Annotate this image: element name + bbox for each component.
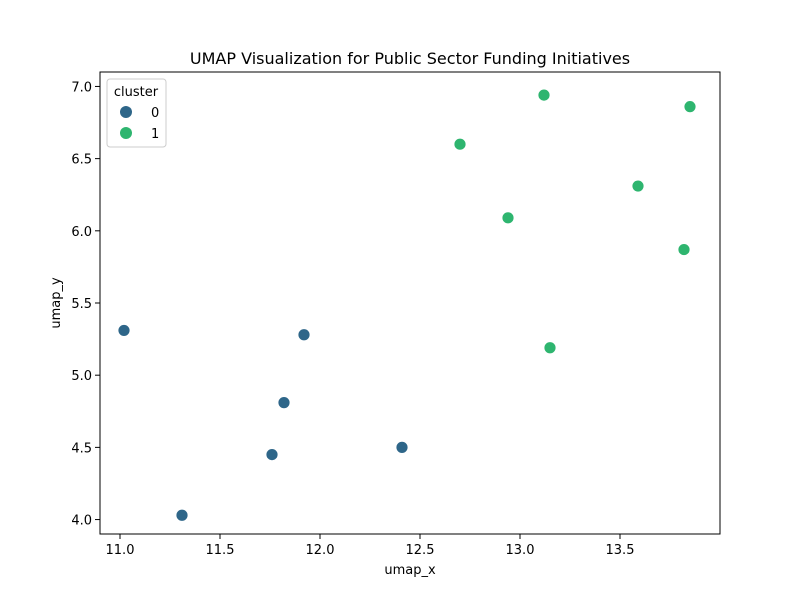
legend-label-cluster-0: 0	[151, 106, 159, 121]
data-point-cluster-0	[175, 508, 189, 522]
data-points	[117, 88, 697, 522]
x-axis-ticks: 11.0 11.5 12.0 12.5 13.0 13.5	[106, 534, 635, 558]
data-point-cluster-0	[297, 328, 311, 342]
data-point-cluster-1	[677, 243, 691, 256]
y-tick-label: 4.0	[71, 514, 92, 529]
data-point-cluster-1	[631, 179, 645, 193]
data-point-cluster-1	[543, 341, 557, 355]
y-axis-label: umap_y	[49, 277, 64, 329]
y-tick-label: 6.5	[71, 153, 92, 168]
legend-marker-cluster-1	[120, 127, 132, 139]
y-tick-label: 6.0	[71, 225, 92, 240]
data-point-cluster-0	[277, 396, 291, 410]
x-tick-label: 12.0	[306, 543, 335, 558]
legend: cluster 0 1	[106, 78, 167, 148]
chart-title: UMAP Visualization for Public Sector Fun…	[190, 49, 630, 68]
x-tick-label: 13.5	[606, 543, 635, 558]
data-point-cluster-0	[117, 324, 131, 337]
x-tick-label: 12.5	[406, 543, 435, 558]
legend-title: cluster	[114, 85, 159, 100]
y-tick-label: 5.0	[71, 369, 92, 384]
data-point-cluster-0	[395, 440, 409, 454]
data-point-cluster-1	[537, 88, 551, 102]
x-tick-label: 11.0	[106, 543, 135, 558]
data-point-cluster-0	[265, 448, 279, 461]
x-tick-label: 11.5	[206, 543, 235, 558]
data-point-cluster-1	[683, 100, 697, 114]
y-axis-ticks: 4.0 4.5 5.0 5.5 6.0 6.5 7.0	[71, 80, 100, 529]
y-tick-label: 4.5	[71, 441, 92, 456]
data-point-cluster-1	[453, 137, 467, 151]
plot-area-frame	[99, 71, 721, 535]
data-point-cluster-1	[501, 211, 515, 225]
x-axis-label: umap_x	[384, 563, 436, 578]
legend-marker-cluster-0	[120, 106, 132, 118]
x-tick-label: 13.0	[506, 543, 535, 558]
legend-label-cluster-1: 1	[151, 127, 159, 142]
y-tick-label: 5.5	[71, 297, 92, 312]
y-tick-label: 7.0	[71, 80, 92, 95]
